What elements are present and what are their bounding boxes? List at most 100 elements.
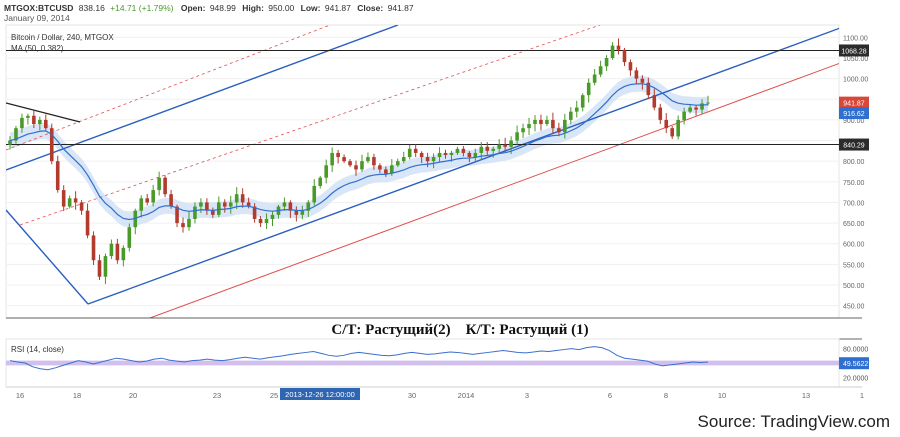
- crosshair-date: 2013-12-26 12:00:00: [285, 390, 355, 399]
- candle-body: [658, 107, 663, 120]
- open-label: Open:: [181, 3, 206, 13]
- price-axis: 450.00 500.00 550.00 600.00 650.00 700.00 750.…: [843, 35, 868, 310]
- candle-body: [157, 177, 161, 191]
- candle-body: [306, 202, 311, 211]
- time-tick-label: 6: [608, 391, 612, 400]
- candle-body: [664, 119, 669, 129]
- candle-body: [312, 185, 317, 203]
- candle-body: [103, 256, 108, 277]
- candle-body: [26, 115, 30, 118]
- candle-body: [32, 115, 36, 125]
- candle-body: [252, 206, 257, 219]
- candle-body: [228, 202, 233, 207]
- price-tick-label: 700.00: [843, 200, 865, 207]
- candle-body: [455, 148, 460, 153]
- trend-channels: [6, 25, 839, 318]
- candle-body: [443, 152, 448, 155]
- time-tick-label: 13: [802, 391, 810, 400]
- candle-body: [20, 117, 24, 129]
- candle-body: [139, 198, 144, 211]
- candles: [8, 38, 710, 285]
- candle-body: [592, 74, 597, 83]
- price-tick-label: 1000.00: [843, 77, 868, 84]
- candle-body: [38, 119, 42, 125]
- close-value: 941.87: [388, 3, 414, 13]
- price-badges: 1068.28 840.29 941.87 916.62: [839, 44, 869, 151]
- header-date: January 09, 2014: [4, 13, 70, 23]
- time-tick-label: 16: [16, 391, 24, 400]
- candle-body: [193, 206, 197, 219]
- candle-body: [342, 157, 346, 162]
- candle-body: [67, 198, 72, 207]
- price-tick-label: 800.00: [843, 159, 865, 166]
- candle-body: [222, 202, 227, 207]
- candle-body: [288, 202, 293, 211]
- candle-body: [521, 128, 525, 133]
- candle-body: [85, 210, 90, 236]
- symbol: MTGOX:BTCUSD: [4, 3, 73, 13]
- candle-body: [700, 103, 704, 110]
- candle-body: [61, 190, 66, 207]
- candle-body: [360, 161, 364, 170]
- rsi-series-line: [9, 346, 709, 371]
- rsi-line: [9, 346, 709, 371]
- header-line: MTGOX:BTCUSD 838.16 +14.71 (+1.79%) Open…: [4, 3, 414, 13]
- candle-body: [682, 111, 686, 120]
- rsi-value-badge: [839, 357, 869, 370]
- candle-body: [449, 152, 454, 155]
- candle-body: [181, 223, 185, 228]
- ma-line: [9, 83, 709, 221]
- rsi-level-label: 49.5622: [843, 361, 868, 368]
- candle-body: [437, 152, 442, 158]
- time-tick-label: 20: [129, 391, 137, 400]
- candle-body: [610, 45, 615, 59]
- candle-body: [336, 152, 340, 158]
- rsi-level-label: 20.0000: [843, 375, 868, 382]
- candle-body: [211, 210, 215, 215]
- candle-body: [49, 128, 54, 162]
- rsi-axis: 80.0000 49.5622 20.0000: [839, 347, 869, 382]
- candle-body: [258, 218, 263, 224]
- time-tick-label: 1: [860, 391, 864, 400]
- time-tick-label: 30: [408, 391, 416, 400]
- ma-badge: [839, 107, 869, 120]
- candle-body: [497, 144, 501, 149]
- candle-body: [622, 49, 627, 63]
- time-tick-label: 2014: [458, 391, 475, 400]
- short-trend-line: [6, 102, 81, 123]
- candle-body: [366, 157, 370, 162]
- price-tick-label: 550.00: [843, 262, 865, 269]
- high-value: 950.00: [268, 3, 294, 13]
- chart-title: Bitcoin / Dollar, 240, MTGOX: [11, 33, 114, 42]
- candle-body: [234, 194, 239, 203]
- price-tick-label: 600.00: [843, 242, 865, 249]
- trend-annotation: С/Т: Растущий(2) К/Т: Растущий (1): [331, 322, 588, 338]
- candle-body: [372, 157, 376, 166]
- candle-body: [533, 119, 537, 125]
- candle-body: [545, 119, 549, 125]
- rsi-band: [6, 360, 839, 366]
- level-badge: [839, 44, 869, 57]
- ma-band: [10, 75, 708, 228]
- candle-body: [551, 119, 555, 129]
- candle-body: [79, 202, 84, 211]
- candle-body: [539, 119, 543, 125]
- candle-body: [598, 66, 603, 75]
- channel-middle-dashed-line: [19, 25, 601, 226]
- candle-body: [127, 227, 132, 248]
- price-tick-label: 1050.00: [843, 56, 868, 63]
- candle-body: [205, 202, 209, 211]
- channel-upper-dashed-line: [6, 25, 331, 151]
- ma-legend: MA (50, 0.382): [11, 44, 64, 53]
- candle-body: [264, 218, 269, 224]
- candle-body: [217, 202, 221, 215]
- candle-body: [515, 132, 519, 141]
- open-value: 948.99: [210, 3, 236, 13]
- candle-body: [503, 144, 507, 147]
- candle-body: [473, 152, 478, 158]
- channel-upper-line: [6, 25, 399, 171]
- time-tick-label: 23: [213, 391, 221, 400]
- source-credit: Source: TradingView.com: [698, 412, 890, 431]
- candle-body: [300, 210, 305, 215]
- candle-body: [485, 146, 490, 151]
